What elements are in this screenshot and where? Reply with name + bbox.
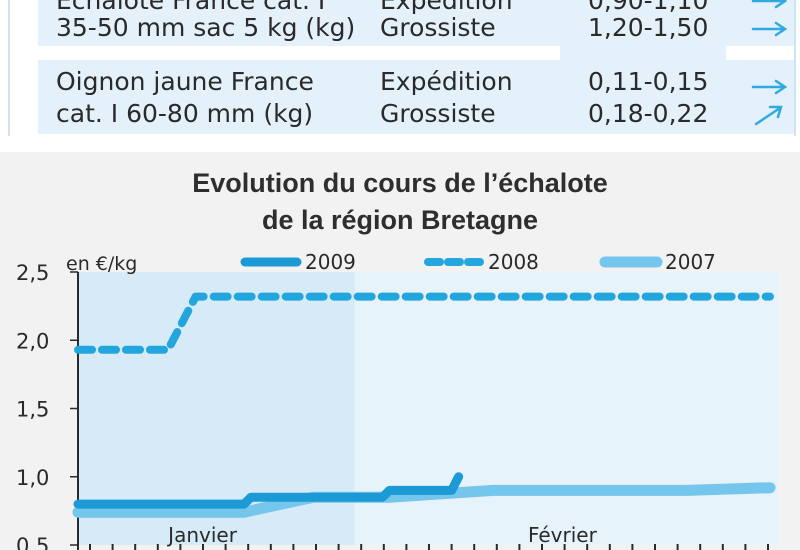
table-cell-market: Expédition <box>380 67 513 96</box>
table-cell-market: Grossiste <box>380 13 496 42</box>
legend-label-2008: 2008 <box>488 250 539 274</box>
price-table: Echalote France cat. I Expédition 0,90-1… <box>8 0 796 136</box>
series-line-2007 <box>72 482 776 518</box>
table-cell-product: Echalote France cat. I <box>56 0 326 15</box>
arrow-up-right-icon <box>754 105 783 126</box>
table-cell-price: 0,90-1,10 <box>588 0 709 15</box>
arrow-right-icon <box>751 79 788 95</box>
table-cell-product: Oignon jaune France <box>56 67 314 96</box>
x-month-label: Janvier <box>166 523 238 547</box>
y-axis-label: en €/kg <box>66 253 137 275</box>
x-month-label: Février <box>528 523 598 547</box>
table-cell-market: Grossiste <box>380 99 496 128</box>
chart-panel: Evolution du cours de l’échalote de la r… <box>0 152 800 550</box>
table-band-oignon <box>38 60 794 134</box>
plot-background <box>354 272 778 545</box>
y-tick-label: 2,5 <box>16 261 49 285</box>
table-band-echalote <box>38 0 794 46</box>
line-chart: 2,5 2,0 1,5 1,0 0,5 en €/kg Janvier Février 2009… <box>16 250 778 550</box>
table-cell-product: cat. I 60-80 mm (kg) <box>56 99 314 128</box>
chart-subtitle: de la région Bretagne <box>261 205 539 235</box>
y-tick-label: 0,5 <box>16 534 49 550</box>
y-tick-label: 1,5 <box>16 398 49 422</box>
legend-label-2009: 2009 <box>305 250 356 274</box>
series-line-2008 <box>74 292 774 354</box>
y-tick-label: 1,0 <box>16 466 49 490</box>
arrow-right-icon <box>751 21 788 37</box>
table-cell-price: 1,20-1,50 <box>588 13 709 42</box>
chart-title: Evolution du cours de l’échalote <box>192 168 608 198</box>
y-tick-label: 2,0 <box>16 329 49 353</box>
table-cell-market: Expédition <box>380 0 513 15</box>
table-cell-product: 35-50 mm sac 5 kg (kg) <box>56 13 356 42</box>
arrow-right-icon <box>751 0 788 9</box>
legend-label-2007: 2007 <box>665 250 716 274</box>
table-cell-price: 0,18-0,22 <box>588 99 709 128</box>
table-cell-price: 0,11-0,15 <box>588 67 709 96</box>
series-line-2009 <box>73 472 464 509</box>
